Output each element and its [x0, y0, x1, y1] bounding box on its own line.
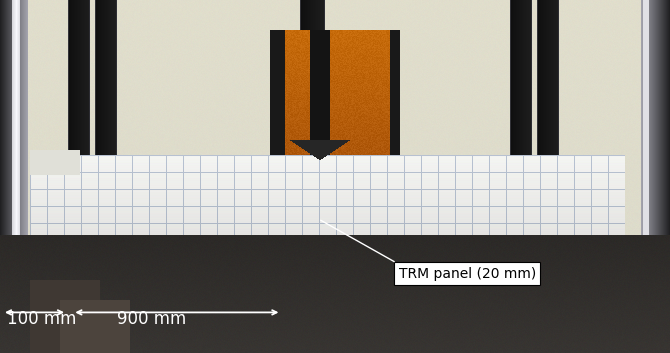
Text: 900 mm: 900 mm	[117, 311, 186, 328]
Text: 100 mm: 100 mm	[7, 311, 76, 328]
Text: TRM panel (20 mm): TRM panel (20 mm)	[399, 267, 536, 281]
